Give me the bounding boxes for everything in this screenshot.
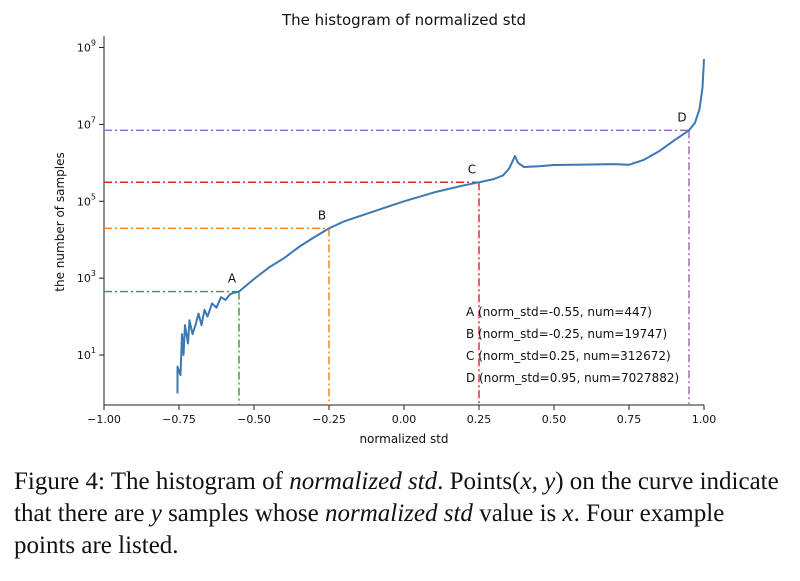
caption-text-3: ) on the curve indicate that there are: [14, 468, 779, 527]
point-label-d: D: [677, 110, 686, 124]
chart-title: The histogram of normalized std: [281, 11, 526, 29]
y-tick-base: 10: [77, 195, 91, 208]
x-tick-label: −0.50: [237, 413, 271, 426]
series-line-0: [176, 59, 705, 394]
caption-text-5: value is: [472, 500, 563, 527]
chart: The histogram of normalized std −1.00 −0.…: [53, 11, 717, 446]
x-tick-label: −0.75: [162, 413, 196, 426]
x-axis-label: normalized std: [359, 432, 448, 446]
y-tick-base: 10: [77, 118, 91, 131]
point-annotation-a: A (norm_std=-0.55, num=447): [466, 305, 652, 319]
point-annotation-d: D (norm_std=0.95, num=7027882): [466, 371, 679, 385]
x-tick-label: −0.25: [312, 413, 346, 426]
point-annotation-b: B (norm_std=-0.25, num=19747): [466, 327, 667, 341]
caption-italic-3: y: [150, 500, 162, 527]
figure-caption: Figure 4: The histogram of normalized st…: [14, 466, 786, 562]
y-tick-base: 10: [77, 42, 91, 55]
y-tick-exponent: 7: [91, 115, 96, 124]
caption-text-4: samples whose: [161, 500, 325, 527]
y-tick-base: 10: [77, 272, 91, 285]
x-tick-label: 1.00: [692, 413, 717, 426]
y-tick-label: 103: [77, 269, 96, 285]
point-annotation-c: C (norm_std=0.25, num=312672): [466, 349, 671, 363]
caption-text-6: . Four example points are listed.: [14, 500, 725, 559]
y-tick-label: 105: [77, 192, 96, 208]
x-tick-label: 0.25: [467, 413, 492, 426]
y-tick-label: 101: [77, 346, 96, 362]
y-tick-label: 107: [77, 115, 96, 131]
point-label-c: C: [468, 162, 476, 176]
caption-italic-2: x, y: [520, 468, 556, 495]
x-tick-label: 0.75: [617, 413, 642, 426]
caption-italic-4: normalized std: [325, 500, 473, 527]
x-tick-label: −1.00: [87, 413, 121, 426]
y-tick-exponent: 5: [91, 192, 96, 201]
y-tick-exponent: 3: [91, 269, 96, 278]
caption-text-2: . Points(: [437, 468, 521, 495]
caption-text-1: Figure 4: The histogram of: [14, 468, 290, 495]
caption-italic-1: normalized std: [289, 468, 438, 495]
x-tick-label: 0.00: [392, 413, 417, 426]
point-label-a: A: [228, 272, 237, 286]
y-axis-label: the number of samples: [53, 152, 67, 291]
y-tick-base: 10: [77, 349, 91, 362]
y-tick-label: 109: [77, 39, 96, 55]
x-tick-label: 0.50: [542, 413, 567, 426]
caption-italic-5: x: [562, 500, 574, 527]
y-tick-exponent: 9: [91, 39, 96, 48]
y-tick-exponent: 1: [91, 346, 96, 355]
point-label-b: B: [318, 208, 326, 222]
